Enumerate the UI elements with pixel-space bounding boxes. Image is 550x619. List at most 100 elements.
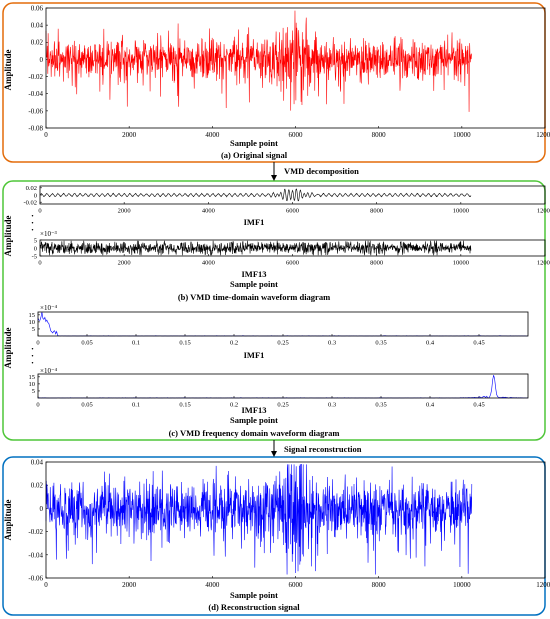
y-tick-label: -0.04 — [28, 551, 43, 559]
imf13-time-label: IMF13 — [241, 269, 266, 279]
y-tick-label: 10 — [29, 381, 36, 388]
y-tick-label: 0 — [34, 192, 37, 199]
x-tick-label: 12000 — [537, 208, 550, 215]
panel-a-caption: (a) Original signal — [221, 150, 288, 160]
reconstruction-series-line — [45, 464, 473, 575]
panel-bc-ylabel-freq: Amplitude — [3, 327, 13, 368]
plot-layer: 020004000600080001000012000-0.08-0.06-0.… — [23, 4, 550, 589]
y-tick-label: -0.06 — [28, 107, 43, 115]
imf13-freq-label: IMF13 — [241, 405, 266, 415]
imf1_time-series-line — [39, 188, 472, 202]
y-tick-label: 15 — [29, 312, 36, 319]
continuation-dot-6: · — [31, 358, 34, 368]
continuation-dot-4: · — [31, 344, 34, 354]
y-tick-label: 0 — [34, 245, 37, 252]
x-tick-label: 6000 — [286, 260, 299, 267]
imf13_spectrum-axes-frame — [37, 373, 529, 399]
x-tick-label: 8000 — [372, 131, 387, 139]
y-tick-label: -0.02 — [28, 528, 43, 536]
x-tick-label: 0.2 — [230, 402, 238, 409]
x-tick-label: 0 — [44, 581, 48, 589]
x-tick-label: 0.35 — [375, 340, 386, 347]
y-tick-label: 0 — [40, 56, 44, 64]
imf1-freq-label: IMF1 — [244, 350, 265, 360]
y-tick-label: 0.06 — [31, 4, 44, 12]
x-tick-label: 0.15 — [179, 340, 190, 347]
imf1_spectrum-series-line — [37, 311, 529, 337]
continuation-dot-5: · — [31, 351, 34, 361]
x-tick-label: 4000 — [202, 260, 215, 267]
x-tick-label: 6000 — [289, 581, 304, 589]
spectrum-1-exponent: ×10⁻⁴ — [40, 304, 58, 312]
x-tick-label: 12000 — [536, 581, 550, 589]
y-tick-label: 0.02 — [31, 39, 44, 47]
imf1_time-axes-frame — [39, 185, 546, 205]
x-tick-label: 0.45 — [473, 402, 484, 409]
x-tick-label: 10000 — [453, 581, 471, 589]
panel-a-xlabel: Sample point — [230, 138, 278, 148]
x-tick-label: 2000 — [118, 260, 131, 267]
sample-point-label-c: Sample point — [230, 415, 278, 425]
x-tick-label: 10000 — [453, 131, 471, 139]
x-tick-label: 0.05 — [81, 402, 92, 409]
x-tick-label: 2000 — [122, 581, 137, 589]
x-tick-label: 12000 — [536, 131, 550, 139]
x-tick-label: 0.25 — [277, 402, 288, 409]
x-tick-label: 2000 — [118, 208, 131, 215]
x-tick-label: 0 — [44, 131, 48, 139]
x-tick-label: 8000 — [370, 208, 383, 215]
x-tick-label: 0.25 — [277, 340, 288, 347]
x-tick-label: 8000 — [372, 581, 387, 589]
imf13-exponent: ×10⁻³ — [40, 230, 57, 238]
panel-d-ylabel: Amplitude — [3, 499, 13, 540]
continuation-dot-1: · — [31, 211, 34, 221]
reconstruction-chart: 0 2000 4000 6000 8000 10000 12000 -0.06 -0.04 -0.… — [28, 458, 550, 589]
y-tick-label: -0.02 — [23, 199, 37, 206]
x-tick-label: 2000 — [122, 131, 137, 139]
caption-b: (b) VMD time-domain waveform diagram — [178, 292, 330, 302]
imf13_time-series-line — [39, 240, 472, 256]
original-axes-frame — [45, 7, 546, 129]
x-tick-label: 0.1 — [132, 340, 140, 347]
x-tick-label: 0 — [36, 340, 39, 347]
y-tick-label: 10 — [29, 319, 36, 326]
x-tick-label: 0 — [38, 208, 41, 215]
panel-a-ylabel: Amplitude — [3, 49, 13, 90]
continuation-dot-2: · — [31, 218, 34, 228]
y-tick-label: 0.02 — [26, 185, 37, 192]
arrow-1-label: VMD decomposition — [284, 166, 359, 176]
x-tick-label: 0.4 — [426, 402, 435, 409]
y-tick-label: -0.06 — [28, 574, 43, 582]
spectrum-2-exponent: ×10⁻⁴ — [40, 367, 58, 375]
x-tick-label: 0.35 — [375, 402, 386, 409]
arrow-2-label: Signal reconstruction — [284, 444, 362, 454]
x-tick-label: 0.3 — [328, 402, 336, 409]
imf13_time-axes-frame — [39, 239, 546, 257]
imf13_time-chart: 020004000600080001000012000-505 — [32, 237, 550, 266]
y-tick-label: -0.08 — [28, 124, 43, 132]
y-tick-label: 5 — [32, 388, 35, 395]
x-tick-label: 8000 — [370, 260, 383, 267]
original-chart: 0 2000 4000 6000 8000 10000 12000 -0.08 -0.06 -0.… — [28, 4, 550, 139]
x-tick-label: 0.1 — [132, 402, 140, 409]
reconstruction-axes-frame — [45, 461, 546, 579]
y-tick-label: 0.04 — [31, 458, 44, 466]
x-tick-label: 10000 — [453, 208, 469, 215]
y-tick-label: 0.04 — [31, 22, 44, 30]
x-tick-label: 0.3 — [328, 340, 336, 347]
x-tick-label: 0 — [36, 402, 39, 409]
x-tick-label: 4000 — [205, 581, 220, 589]
x-tick-label: 4000 — [202, 208, 215, 215]
x-tick-label: 6000 — [286, 208, 299, 215]
continuation-dot-3: · — [31, 225, 34, 235]
x-tick-label: 10000 — [453, 260, 469, 267]
panel-d-xlabel: Sample point — [230, 590, 278, 600]
arrow-1-head — [271, 175, 277, 181]
y-tick-label: -5 — [32, 253, 37, 260]
y-tick-label: -0.04 — [28, 90, 43, 98]
imf1-time-label: IMF1 — [244, 217, 265, 227]
x-tick-label: 0.4 — [426, 340, 435, 347]
